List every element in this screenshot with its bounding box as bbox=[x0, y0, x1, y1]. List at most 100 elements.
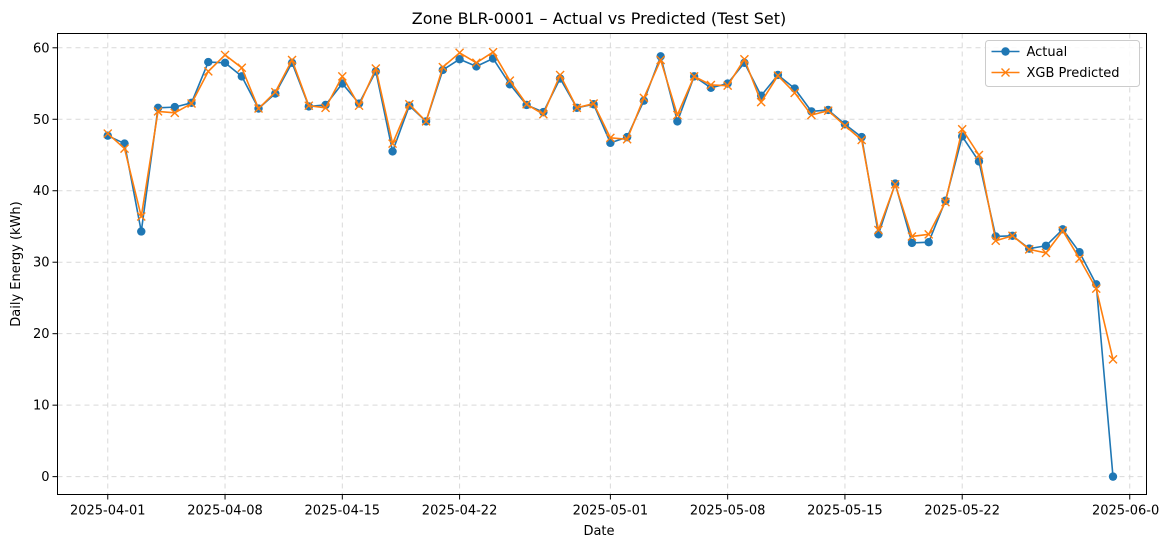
series-predicted bbox=[103, 47, 1118, 364]
data-point bbox=[991, 236, 1001, 246]
data-point bbox=[907, 231, 917, 241]
data-point bbox=[170, 102, 179, 112]
data-point bbox=[924, 229, 934, 239]
x-tick-label: 2025-06-01 bbox=[1092, 504, 1159, 519]
data-point bbox=[455, 55, 464, 64]
data-point bbox=[1007, 231, 1017, 241]
data-point bbox=[187, 99, 197, 109]
data-point bbox=[153, 106, 163, 116]
data-point bbox=[1024, 244, 1034, 254]
x-tick-label: 2025-04-08 bbox=[187, 504, 263, 519]
data-point bbox=[756, 97, 766, 107]
y-tick-label: 0 bbox=[41, 470, 49, 485]
y-axis: 0 10 20 30 40 50 60 bbox=[33, 41, 58, 485]
data-point bbox=[137, 227, 146, 236]
data-point bbox=[388, 147, 397, 156]
chart-title: Zone BLR-0001 – Actual vs Predicted (Tes… bbox=[412, 9, 787, 28]
y-tick-label: 40 bbox=[33, 184, 50, 199]
data-point bbox=[673, 117, 682, 126]
y-tick-label: 50 bbox=[33, 113, 50, 128]
legend-item: Actual bbox=[991, 45, 1068, 60]
data-point bbox=[1058, 226, 1068, 236]
data-point bbox=[840, 121, 850, 131]
data-point bbox=[656, 55, 666, 65]
data-point bbox=[505, 76, 515, 86]
data-point bbox=[1058, 225, 1067, 234]
x-tick-label: 2025-04-22 bbox=[422, 504, 498, 519]
data-point bbox=[940, 197, 950, 207]
data-point bbox=[371, 64, 381, 74]
data-point bbox=[471, 58, 481, 68]
data-point bbox=[1108, 472, 1118, 481]
data-point bbox=[723, 81, 733, 91]
data-point bbox=[773, 71, 783, 81]
data-point bbox=[873, 225, 883, 235]
legend: Actual XGB Predicted bbox=[985, 40, 1140, 87]
x-axis: 2025-04-01 2025-04-08 2025-04-15 2025-04-22… bbox=[70, 494, 1159, 519]
data-point bbox=[220, 50, 230, 60]
data-point bbox=[136, 211, 146, 221]
data-point bbox=[1108, 354, 1118, 364]
data-point bbox=[1041, 241, 1051, 250]
data-point bbox=[271, 89, 280, 98]
legend-label: Actual bbox=[1027, 45, 1068, 60]
legend-marker bbox=[1001, 68, 1010, 77]
x-tick-label: 2025-05-22 bbox=[924, 504, 1000, 519]
data-point bbox=[388, 139, 398, 149]
data-point bbox=[857, 135, 867, 145]
x-tick-label: 2025-05-15 bbox=[807, 504, 883, 519]
data-point bbox=[421, 116, 431, 126]
data-point bbox=[790, 84, 799, 93]
data-point bbox=[254, 104, 264, 114]
y-tick-label: 30 bbox=[33, 256, 50, 271]
data-point bbox=[337, 71, 347, 81]
data-point bbox=[220, 58, 230, 68]
x-tick-label: 2025-05-01 bbox=[573, 504, 649, 519]
legend-label: XGB Predicted bbox=[1027, 66, 1120, 81]
y-axis-label: Daily Energy (kWh) bbox=[9, 201, 24, 326]
data-point bbox=[907, 238, 917, 248]
y-tick-label: 10 bbox=[33, 399, 50, 414]
data-point bbox=[974, 150, 984, 160]
data-point bbox=[689, 71, 699, 81]
x-tick-label: 2025-04-15 bbox=[305, 504, 381, 519]
legend-box bbox=[985, 40, 1140, 87]
data-point bbox=[957, 124, 967, 134]
data-point bbox=[806, 110, 816, 120]
data-point bbox=[354, 101, 364, 111]
x-tick-label: 2025-05-08 bbox=[690, 504, 766, 519]
data-point bbox=[237, 63, 247, 73]
y-tick-label: 20 bbox=[33, 327, 50, 342]
series-layer bbox=[103, 47, 1118, 481]
legend-marker bbox=[1001, 47, 1010, 56]
data-point bbox=[522, 99, 532, 109]
data-point bbox=[1041, 248, 1051, 258]
data-point bbox=[404, 99, 414, 109]
data-point bbox=[455, 48, 465, 58]
data-point bbox=[103, 129, 113, 139]
data-point bbox=[1074, 254, 1084, 264]
data-point bbox=[672, 110, 682, 120]
data-point bbox=[890, 179, 900, 189]
data-point bbox=[706, 80, 716, 90]
data-point bbox=[874, 230, 883, 239]
data-point bbox=[555, 70, 565, 80]
data-point bbox=[589, 99, 599, 109]
data-point bbox=[622, 134, 632, 144]
data-point bbox=[572, 103, 582, 113]
data-point bbox=[203, 66, 213, 76]
grid bbox=[57, 33, 1147, 495]
data-point bbox=[287, 55, 297, 65]
data-point bbox=[840, 120, 850, 129]
data-point bbox=[321, 103, 331, 113]
data-point bbox=[823, 106, 833, 116]
y-tick-label: 60 bbox=[33, 41, 50, 56]
data-point bbox=[488, 47, 498, 57]
data-point bbox=[790, 88, 800, 98]
data-point bbox=[204, 57, 213, 67]
data-point bbox=[170, 108, 180, 118]
data-point bbox=[304, 101, 314, 111]
data-point bbox=[438, 62, 448, 72]
data-point bbox=[924, 238, 933, 247]
